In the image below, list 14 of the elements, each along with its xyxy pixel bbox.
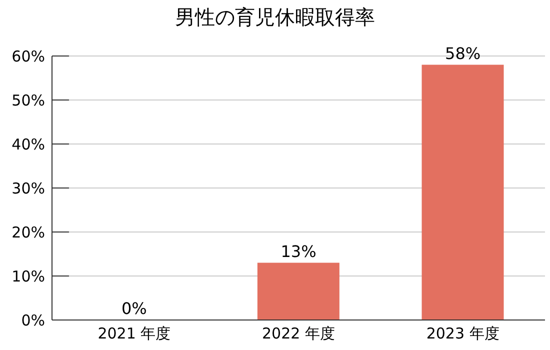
x-tick-label: 2021 年度 — [98, 324, 171, 343]
y-tick-label: 0% — [21, 311, 45, 330]
data-label: 58% — [445, 44, 481, 63]
y-tick-label: 50% — [12, 91, 45, 110]
x-tick-label: 2022 年度 — [262, 324, 335, 343]
y-tick-label: 30% — [12, 179, 45, 198]
chart-title: 男性の育児休暇取得率 — [174, 4, 376, 31]
y-tick-label: 40% — [12, 135, 45, 154]
y-tick-label: 10% — [12, 267, 45, 286]
y-tick-label: 60% — [12, 47, 45, 66]
y-tick-label: 20% — [12, 223, 45, 242]
x-tick-label: 2023 年度 — [426, 324, 500, 343]
data-label: 0% — [121, 299, 147, 318]
data-label: 13% — [280, 242, 316, 261]
